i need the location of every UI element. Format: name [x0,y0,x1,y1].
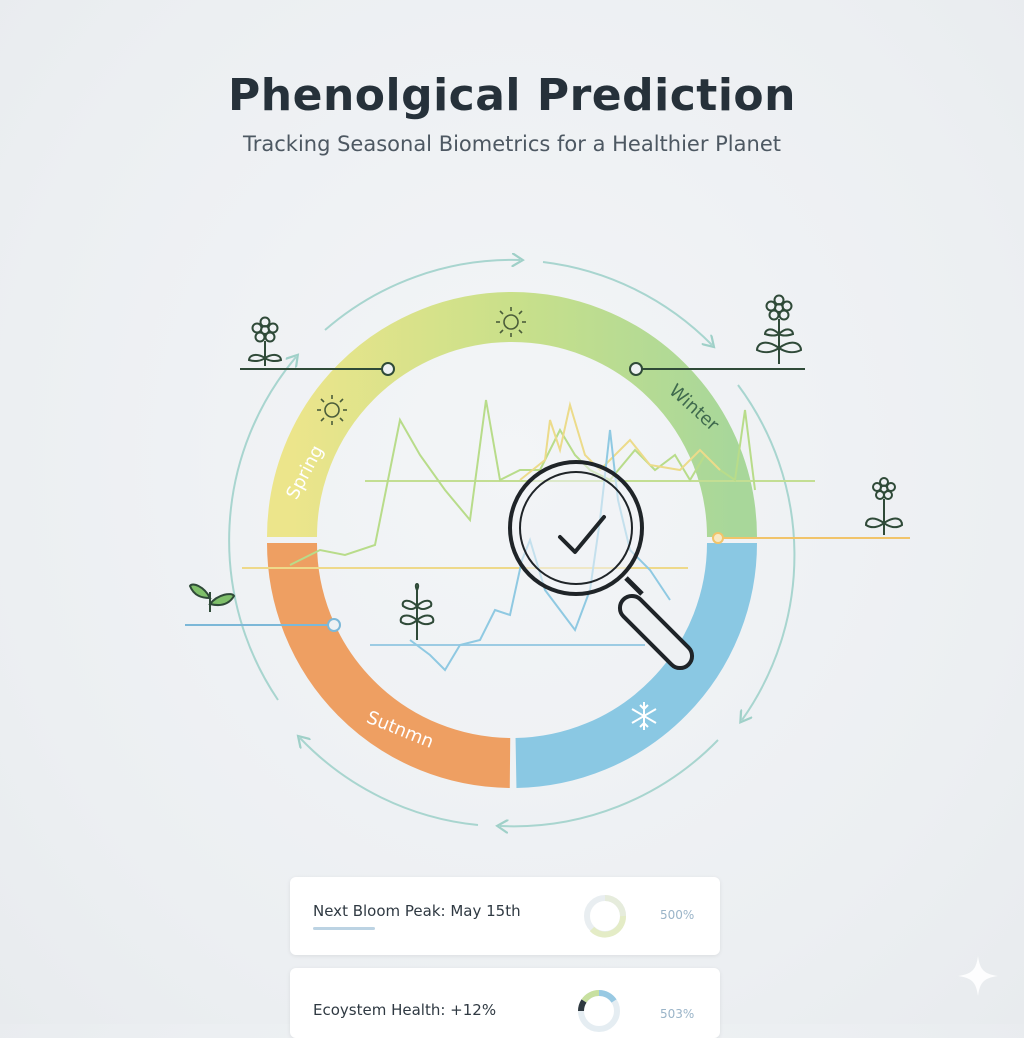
ring-segment-winter-blue [515,542,757,788]
cycle-arrow-left [228,357,296,701]
bloom-peak-progress-bar [313,927,375,930]
ecosystem-health-label: Ecoystem Health: +12% [313,1001,497,1019]
magnifier-check-icon [508,460,695,671]
ecosystem-health-percent: 503% [660,1007,695,1021]
bloom-peak-card[interactable]: Next Bloom Peak: May 15th 500% [290,877,720,955]
cycle-arrow-right [737,384,796,720]
seedling-icon [188,583,236,612]
snowflake-icon [631,702,657,730]
cycle-arrow-top-right [542,261,712,345]
ring-segment-spring-summer-winter [267,292,757,538]
connector-lines [185,362,910,632]
flower-icon [864,477,904,535]
bloom-peak-donut [584,895,626,938]
seasonal-cycle-diagram: Spring Winter Sutnmn [185,0,910,870]
bloom-peak-percent: 500% [660,908,695,922]
ring-segment-autumn [267,542,511,788]
sparkle-icon [958,956,998,996]
connector-node-right [712,532,724,544]
sun-icon [496,307,526,337]
sprout-icon [399,583,435,640]
ecosystem-health-card[interactable]: Ecoystem Health: +12% 503% [290,968,720,1038]
connector-node-top-right [629,362,643,376]
ecosystem-health-donut [577,989,620,1032]
page-title: Phenolgical Prediction [228,70,796,121]
cycle-arrow-bottom [500,739,719,826]
bloom-peak-label: Next Bloom Peak: May 15th [313,902,521,920]
sun-icon [317,395,347,425]
connector-node-top-left [381,362,395,376]
cycle-arrow-bottom-left [300,738,479,826]
connector-node-left [327,618,341,632]
flower-icon [755,294,803,364]
cycle-arrows [228,260,796,826]
page-subtitle: Tracking Seasonal Biometrics for a Healt… [243,132,781,156]
flower-icon [247,316,283,366]
season-ring [267,292,757,788]
cycle-arrow-top [324,260,520,331]
